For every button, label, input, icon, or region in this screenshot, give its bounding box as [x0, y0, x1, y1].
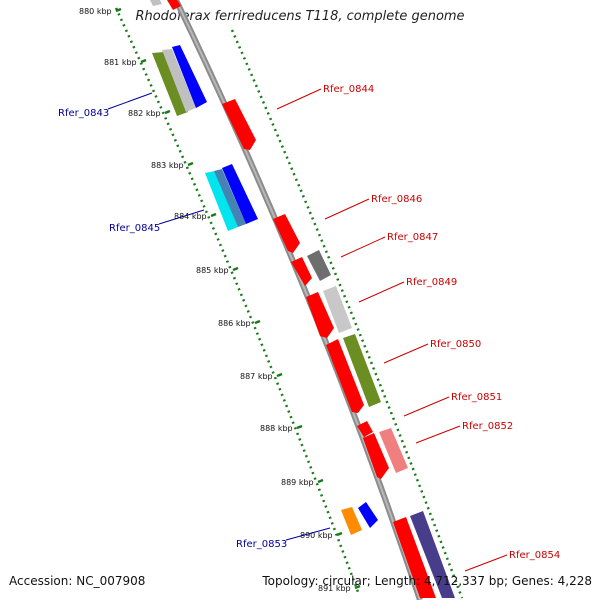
gene-label-forward: Rfer_0852	[462, 421, 513, 432]
gene-label-reverse: Rfer_0853	[236, 539, 287, 550]
gene-label-reverse: Rfer_0845	[109, 223, 160, 234]
gene-label-forward: Rfer_0854	[509, 550, 560, 561]
inner-tick-track	[114, 7, 360, 593]
gene-leader-line	[340, 236, 386, 258]
tick-mark	[276, 372, 283, 378]
feature-red-0850	[326, 339, 364, 413]
feature-red-0847	[291, 257, 312, 286]
tick-label: 886 kbp	[218, 319, 251, 328]
tick-label: 880 kbp	[79, 7, 112, 16]
tick-mark	[254, 319, 261, 325]
feature-olive-0850	[343, 334, 381, 407]
tick-mark	[164, 109, 171, 115]
outer-tick-track	[230, 29, 464, 599]
tick-mark	[317, 478, 324, 484]
tick-mark	[115, 7, 122, 13]
tick-mark	[187, 161, 194, 167]
feature-top-grey	[150, 0, 162, 6]
gene-label-forward: Rfer_0849	[406, 277, 457, 288]
gene-leader-line	[276, 88, 322, 110]
feature-grey-0843	[162, 49, 196, 112]
gene-leader-line	[358, 281, 405, 303]
gene-label-forward: Rfer_0846	[371, 194, 422, 205]
gene-label-reverse: Rfer_0843	[58, 108, 109, 119]
feature-blue-0845	[222, 164, 258, 224]
gene-label-forward: Rfer_0850	[430, 339, 481, 350]
tick-mark	[336, 531, 343, 537]
tick-mark	[354, 584, 361, 590]
gene-label-forward: Rfer_0847	[387, 232, 438, 243]
tick-mark	[210, 212, 217, 218]
label-group: Rfer_0844 Rfer_0846 Rfer_0847 Rfer_0849 Rfer…	[58, 84, 560, 572]
feature-salmon-0852	[379, 428, 408, 473]
feature-red-0851	[357, 421, 373, 437]
feature-red-0852	[363, 433, 389, 479]
feature-red-0849	[306, 292, 334, 338]
tick-mark	[232, 266, 239, 272]
genome-backbone	[173, 0, 423, 600]
tick-group: 880 kbp 881 kbp 882 kbp 883 kbp 884 kbp 885 k…	[79, 7, 361, 593]
tick-label: 891 kbp	[318, 584, 351, 593]
gene-leader-line	[415, 425, 461, 444]
feature-silver-0849b	[323, 286, 352, 333]
feature-olive-0843	[152, 52, 188, 116]
feature-teal-0845	[214, 169, 246, 227]
gene-label-forward: Rfer_0844	[323, 84, 374, 95]
feature-red-0854	[393, 517, 436, 598]
tick-label: 882 kbp	[128, 109, 161, 118]
feature-blue-0853	[358, 502, 378, 528]
genome-backbone-highlight	[175, 0, 421, 600]
feature-orange-0853	[341, 507, 362, 535]
genome-summary-text: Topology: circular; Length: 4,712,337 bp…	[262, 574, 592, 588]
tick-mark	[296, 424, 303, 430]
tick-label: 889 kbp	[281, 478, 314, 487]
gene-leader-line	[464, 554, 508, 572]
feature-red-0844	[222, 99, 256, 150]
feature-red-0846	[273, 214, 300, 253]
tick-label: 885 kbp	[196, 266, 229, 275]
feature-top-red	[167, 0, 181, 10]
feature-cyan-0845	[205, 171, 238, 231]
tick-mark	[140, 58, 147, 64]
gene-leader-line	[158, 209, 205, 225]
map-title: Rhodoferax ferrireducens T118, complete …	[135, 9, 465, 24]
tick-label: 887 kbp	[240, 372, 273, 381]
tick-label: 888 kbp	[260, 424, 293, 433]
gene-leader-line	[107, 92, 153, 110]
gene-leader-line	[403, 396, 450, 417]
tick-label: 884 kbp	[174, 212, 207, 221]
tick-label: 881 kbp	[104, 58, 137, 67]
accession-text: Accession: NC_007908	[9, 574, 146, 588]
tick-label: 883 kbp	[151, 161, 184, 170]
gene-label-forward: Rfer_0851	[451, 392, 502, 403]
tick-label: 890 kbp	[300, 531, 333, 540]
gene-leader-line	[383, 343, 429, 364]
gene-leader-line	[285, 527, 331, 541]
gene-leader-line	[324, 198, 370, 220]
feature-blue-0843	[172, 45, 207, 108]
feature-indigo-0854	[410, 511, 455, 598]
feature-grey-0848	[307, 250, 331, 281]
